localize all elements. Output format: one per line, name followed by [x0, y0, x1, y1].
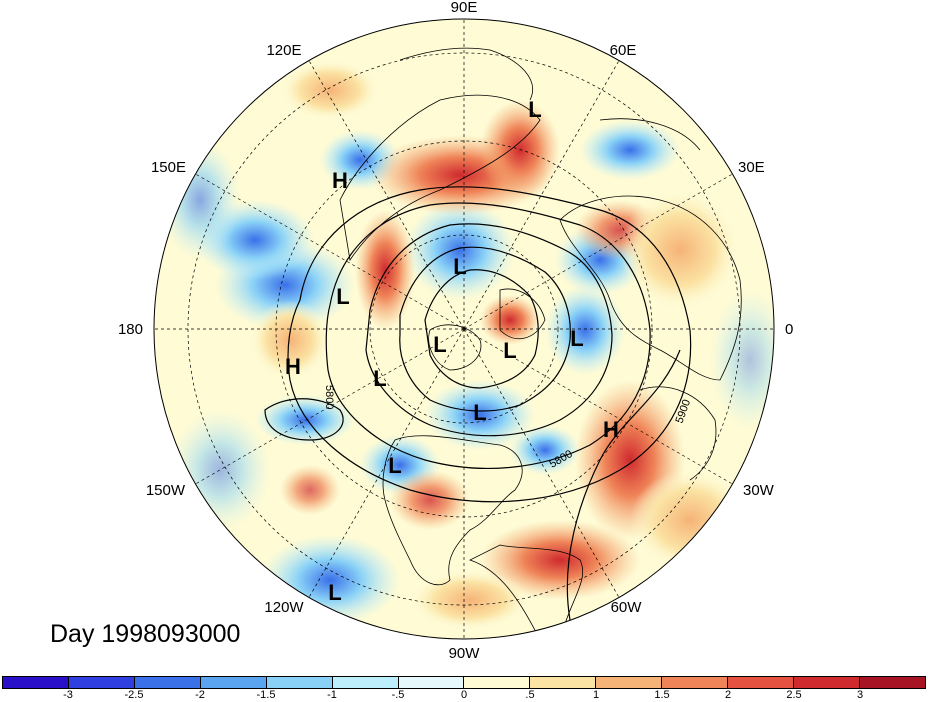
colorbar-tick-label: -3 — [63, 689, 73, 701]
low-pressure-marker: L — [473, 400, 486, 425]
meridian-line — [308, 328, 465, 598]
colorbar-cell — [134, 677, 201, 688]
colorbar-cell — [398, 677, 465, 688]
meridian-line — [463, 328, 733, 485]
longitude-label-60w: 60W — [611, 599, 643, 616]
colorbar-tick-label: -1 — [327, 689, 337, 701]
meridian-line — [463, 328, 620, 598]
low-pressure-marker: L — [328, 580, 341, 605]
meridian-line — [195, 173, 465, 330]
graticule — [154, 19, 774, 639]
longitude-label-90w: 90W — [449, 645, 481, 662]
longitude-label-60e: 60E — [610, 42, 637, 59]
colorbar-cell — [200, 677, 267, 688]
colorbar-tick-label: 1.5 — [654, 689, 670, 701]
meridian-line — [308, 60, 465, 330]
longitude-label-30w: 30W — [743, 482, 775, 499]
colorbar-tick-label: .5 — [525, 689, 535, 701]
high-pressure-marker: H — [603, 417, 619, 442]
low-pressure-marker: L — [570, 326, 583, 351]
low-pressure-marker: L — [453, 254, 466, 279]
colorbar-tick-label: -2.5 — [124, 689, 144, 701]
longitude-label-180: 180 — [118, 321, 143, 338]
low-pressure-marker: L — [503, 338, 516, 363]
meridian-line — [463, 173, 733, 330]
longitude-labels: 90E 60E 30E 0 30W 60W 90W 120W 150W 180 150E 120E — [118, 0, 793, 662]
colorbar-tick-label: 0 — [460, 689, 468, 701]
height-contours — [264, 186, 692, 621]
colorbar — [2, 676, 926, 689]
longitude-label-150e: 150E — [151, 159, 186, 176]
longitude-label-120e: 120E — [266, 42, 301, 59]
colorbar-tick-label: -1.5 — [256, 689, 276, 701]
low-pressure-marker: L — [336, 284, 349, 309]
pressure-centers: H H H L L L L L L L L L L — [285, 97, 619, 605]
low-pressure-marker: L — [373, 366, 386, 391]
high-pressure-marker: H — [332, 168, 348, 193]
colorbar-tick-label: 1 — [592, 689, 600, 701]
colorbar-cell — [332, 677, 399, 688]
colorbar-tick-label: 2.5 — [786, 689, 802, 701]
longitude-label-150w: 150W — [146, 482, 186, 499]
colorbar-tick-label: -.5 — [391, 689, 405, 701]
colorbar-cell — [596, 677, 663, 688]
coastlines — [339, 47, 742, 639]
meridian-line — [463, 60, 620, 330]
colorbar-tick-label: -2 — [195, 689, 205, 701]
longitude-label-120w: 120W — [264, 599, 304, 616]
map-title: Day 1998093000 — [50, 620, 241, 648]
colorbar-cell — [3, 677, 69, 688]
low-pressure-marker: L — [388, 453, 401, 478]
colorbar-cell — [266, 677, 333, 688]
longitude-label-90e: 90E — [451, 0, 478, 16]
low-pressure-marker: L — [528, 97, 541, 122]
colorbar-cell — [728, 677, 795, 688]
colorbar-tick-label: 3 — [856, 689, 864, 701]
longitude-label-30e: 30E — [738, 159, 765, 176]
longitude-label-0: 0 — [785, 321, 793, 338]
colorbar-cell — [794, 677, 860, 688]
colorbar-cell — [464, 677, 531, 688]
colorbar-cell — [68, 677, 135, 688]
colorbar-cell — [859, 677, 925, 688]
high-pressure-marker: H — [285, 354, 301, 379]
meridian-line — [195, 328, 465, 485]
colorbar-tick-label: 2 — [724, 689, 732, 701]
latitude-circle — [369, 234, 559, 424]
low-pressure-marker: L — [433, 332, 446, 357]
colorbar-cell — [662, 677, 729, 688]
colorbar-cell — [530, 677, 597, 688]
colorbar-labels: -3 -2.5 -2 -1.5 -1 -.5 0 .5 1 1.5 2 2.5 3 — [0, 689, 928, 702]
contour-label-5800-left: 5800 — [323, 385, 335, 409]
map-border — [153, 18, 775, 640]
